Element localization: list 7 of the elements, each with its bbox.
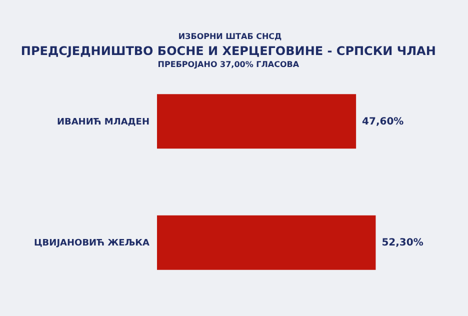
y-tick-label: ЦВИЈАНОВИЋ ЖЕЉКА (34, 238, 150, 249)
data-label: 52,30% (382, 238, 424, 249)
data-label: 47,60% (362, 116, 404, 128)
y-tick-label: ИВАНИЋ МЛАДЕН (56, 117, 150, 128)
text: ИЗБОРНИ ШТАБ СНСД (177, 31, 283, 41)
chart-title: ПРЕДСЈЕДНИШТВО БОСНЕ И ХЕРЦЕГОВИНЕ - СРПСКИ ЧЛАН (20, 44, 436, 58)
chart-subtitle: ПРЕБРОЈАНО 37,00% ГЛАСОВА (158, 60, 300, 69)
